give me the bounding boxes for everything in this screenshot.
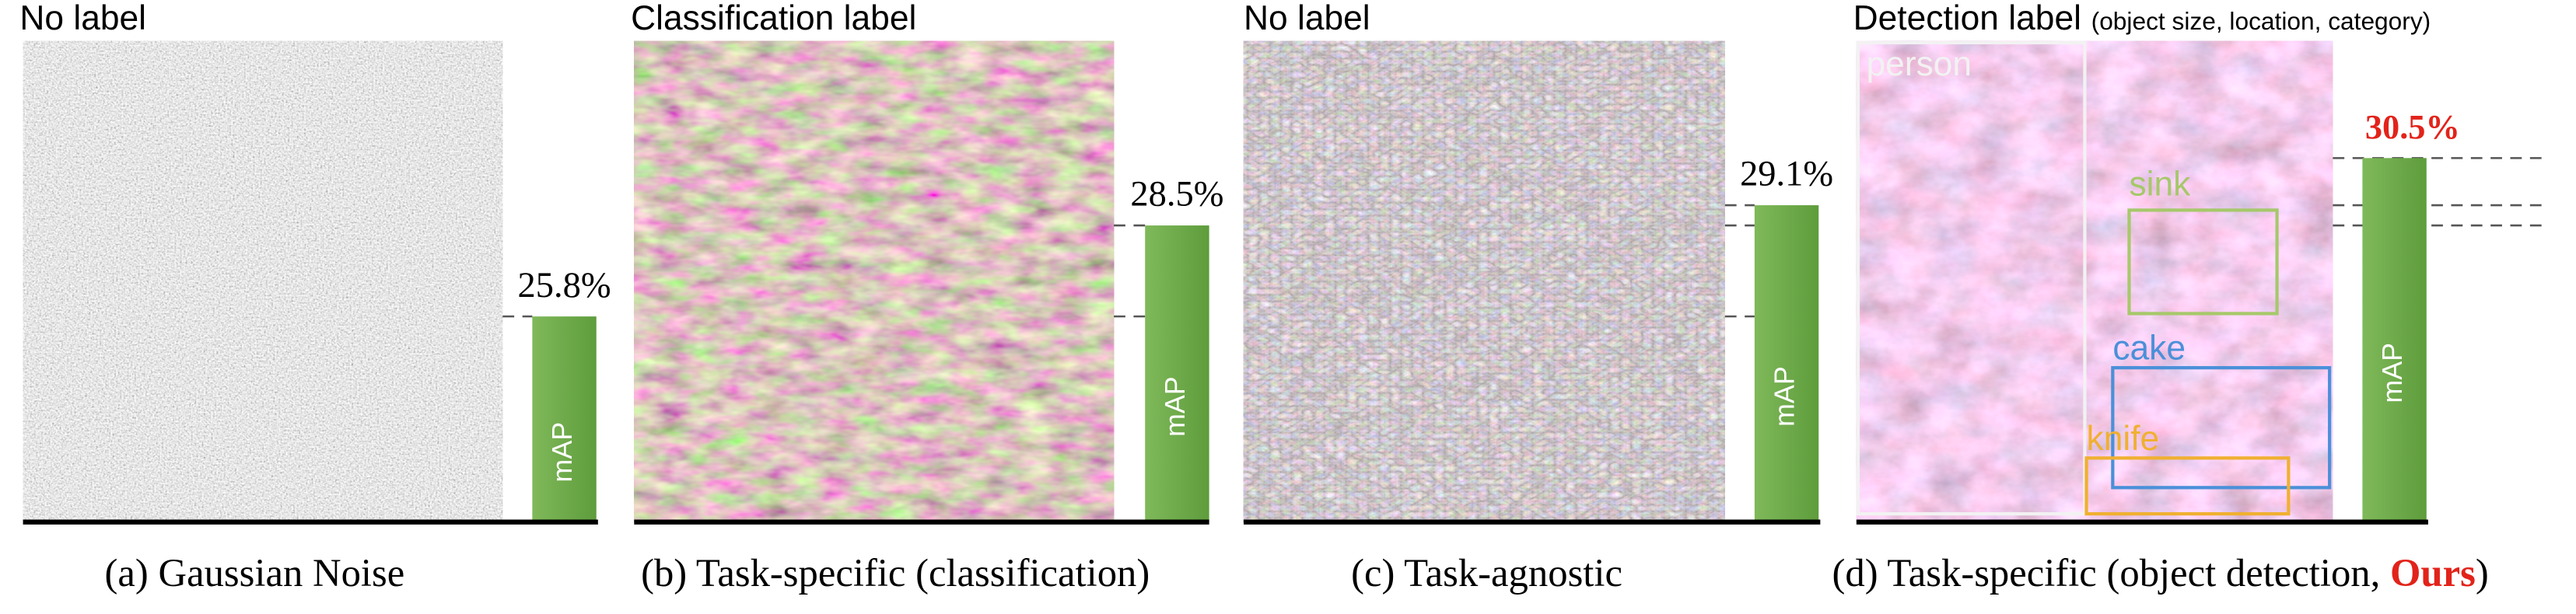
panel-header: Detection label (object size, location, c… xyxy=(1853,0,2431,37)
caption-part: (b) Task-specific (classification) xyxy=(641,551,1150,595)
image-noise xyxy=(23,40,503,522)
detection-label: sink xyxy=(2129,165,2191,203)
header-note: (object size, location, category) xyxy=(2091,7,2431,35)
detection-box xyxy=(2127,208,2279,316)
image-classification xyxy=(634,40,1115,522)
value-label: 30.5% xyxy=(2365,107,2460,146)
bar xyxy=(2362,158,2427,522)
panel-header: No label xyxy=(19,0,146,37)
bar-label: mAP xyxy=(2377,343,2408,403)
image-agnostic xyxy=(1243,40,1725,522)
value-label: 25.8% xyxy=(518,266,611,305)
bar xyxy=(1754,205,1819,522)
bar xyxy=(1145,225,1209,522)
detection-label: knife xyxy=(2087,420,2160,458)
detection-label: cake xyxy=(2112,330,2186,368)
value-label: 29.1% xyxy=(1740,155,1833,194)
caption: (d) Task-specific (object detection, Our… xyxy=(1832,551,2488,595)
caption: (a) Gaussian Noise xyxy=(105,551,405,595)
detection-label: person xyxy=(1867,45,1972,83)
value-label: 28.5% xyxy=(1130,175,1223,215)
caption-part: ) xyxy=(2476,551,2489,595)
bar xyxy=(532,316,597,522)
caption-part: (a) Gaussian Noise xyxy=(105,551,405,595)
panel-header: Classification label xyxy=(631,0,916,37)
panel-header: No label xyxy=(1244,0,1370,37)
caption: (c) Task-agnostic xyxy=(1351,551,1622,595)
detection-box xyxy=(2084,456,2291,516)
bar-label: mAP xyxy=(1160,376,1191,437)
bar-label: mAP xyxy=(547,422,578,483)
caption-part: Ours xyxy=(2390,551,2476,595)
caption-part: (c) Task-agnostic xyxy=(1351,551,1622,595)
image-detection xyxy=(1856,40,2333,522)
caption: (b) Task-specific (classification) xyxy=(641,551,1150,595)
caption-part: (d) Task-specific (object detection, xyxy=(1832,551,2390,595)
bar-label: mAP xyxy=(1769,366,1801,427)
detection-box xyxy=(2111,366,2332,490)
detection-box xyxy=(1856,40,2087,516)
